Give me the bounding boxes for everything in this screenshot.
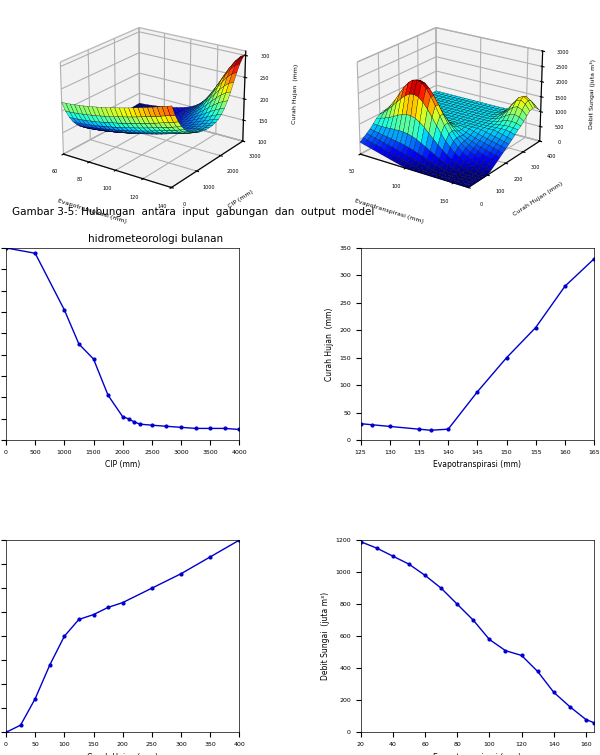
- Text: hidrometeorologi bulanan: hidrometeorologi bulanan: [88, 234, 223, 244]
- Text: Gambar 3-5: Hubungan  antara  input  gabungan  dan  output  model: Gambar 3-5: Hubungan antara input gabung…: [12, 207, 374, 217]
- X-axis label: Evapotranspirasi (mm): Evapotranspirasi (mm): [57, 198, 127, 224]
- X-axis label: Evapotranspirasi (mm): Evapotranspirasi (mm): [433, 461, 521, 470]
- Y-axis label: Debit Sungai  (juta m³): Debit Sungai (juta m³): [321, 592, 330, 680]
- X-axis label: CIP (mm): CIP (mm): [105, 461, 140, 470]
- Y-axis label: CIP (mm): CIP (mm): [227, 189, 254, 209]
- X-axis label: Curah Hujan (mm): Curah Hujan (mm): [87, 753, 158, 755]
- X-axis label: Evapotranspirasi (mm): Evapotranspirasi (mm): [433, 753, 521, 755]
- Y-axis label: Curah Hujan (mm): Curah Hujan (mm): [512, 181, 563, 217]
- Y-axis label: Curah Hujan  (mm): Curah Hujan (mm): [325, 307, 334, 381]
- X-axis label: Evapotranspirasi (mm): Evapotranspirasi (mm): [354, 198, 424, 224]
